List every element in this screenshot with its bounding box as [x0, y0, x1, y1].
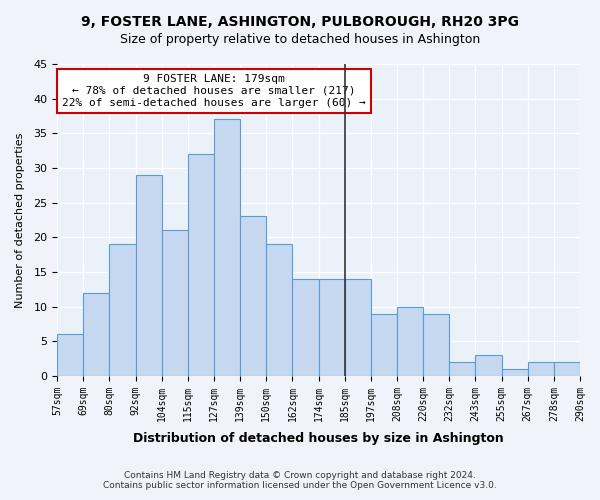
- Text: Contains HM Land Registry data © Crown copyright and database right 2024.
Contai: Contains HM Land Registry data © Crown c…: [103, 470, 497, 490]
- Bar: [371, 314, 397, 376]
- Bar: [528, 362, 554, 376]
- Bar: [502, 369, 528, 376]
- Text: 9 FOSTER LANE: 179sqm
← 78% of detached houses are smaller (217)
22% of semi-det: 9 FOSTER LANE: 179sqm ← 78% of detached …: [62, 74, 366, 108]
- Bar: [292, 279, 319, 376]
- Bar: [188, 154, 214, 376]
- Text: 9, FOSTER LANE, ASHINGTON, PULBOROUGH, RH20 3PG: 9, FOSTER LANE, ASHINGTON, PULBOROUGH, R…: [81, 15, 519, 29]
- Bar: [266, 244, 292, 376]
- Bar: [214, 120, 240, 376]
- Bar: [475, 355, 502, 376]
- Bar: [449, 362, 475, 376]
- Bar: [136, 175, 162, 376]
- Bar: [554, 362, 580, 376]
- Bar: [397, 306, 423, 376]
- Bar: [57, 334, 83, 376]
- Y-axis label: Number of detached properties: Number of detached properties: [15, 132, 25, 308]
- Bar: [423, 314, 449, 376]
- Bar: [109, 244, 136, 376]
- Bar: [162, 230, 188, 376]
- Bar: [83, 292, 109, 376]
- Bar: [345, 279, 371, 376]
- X-axis label: Distribution of detached houses by size in Ashington: Distribution of detached houses by size …: [133, 432, 504, 445]
- Bar: [319, 279, 345, 376]
- Bar: [240, 216, 266, 376]
- Text: Size of property relative to detached houses in Ashington: Size of property relative to detached ho…: [120, 32, 480, 46]
